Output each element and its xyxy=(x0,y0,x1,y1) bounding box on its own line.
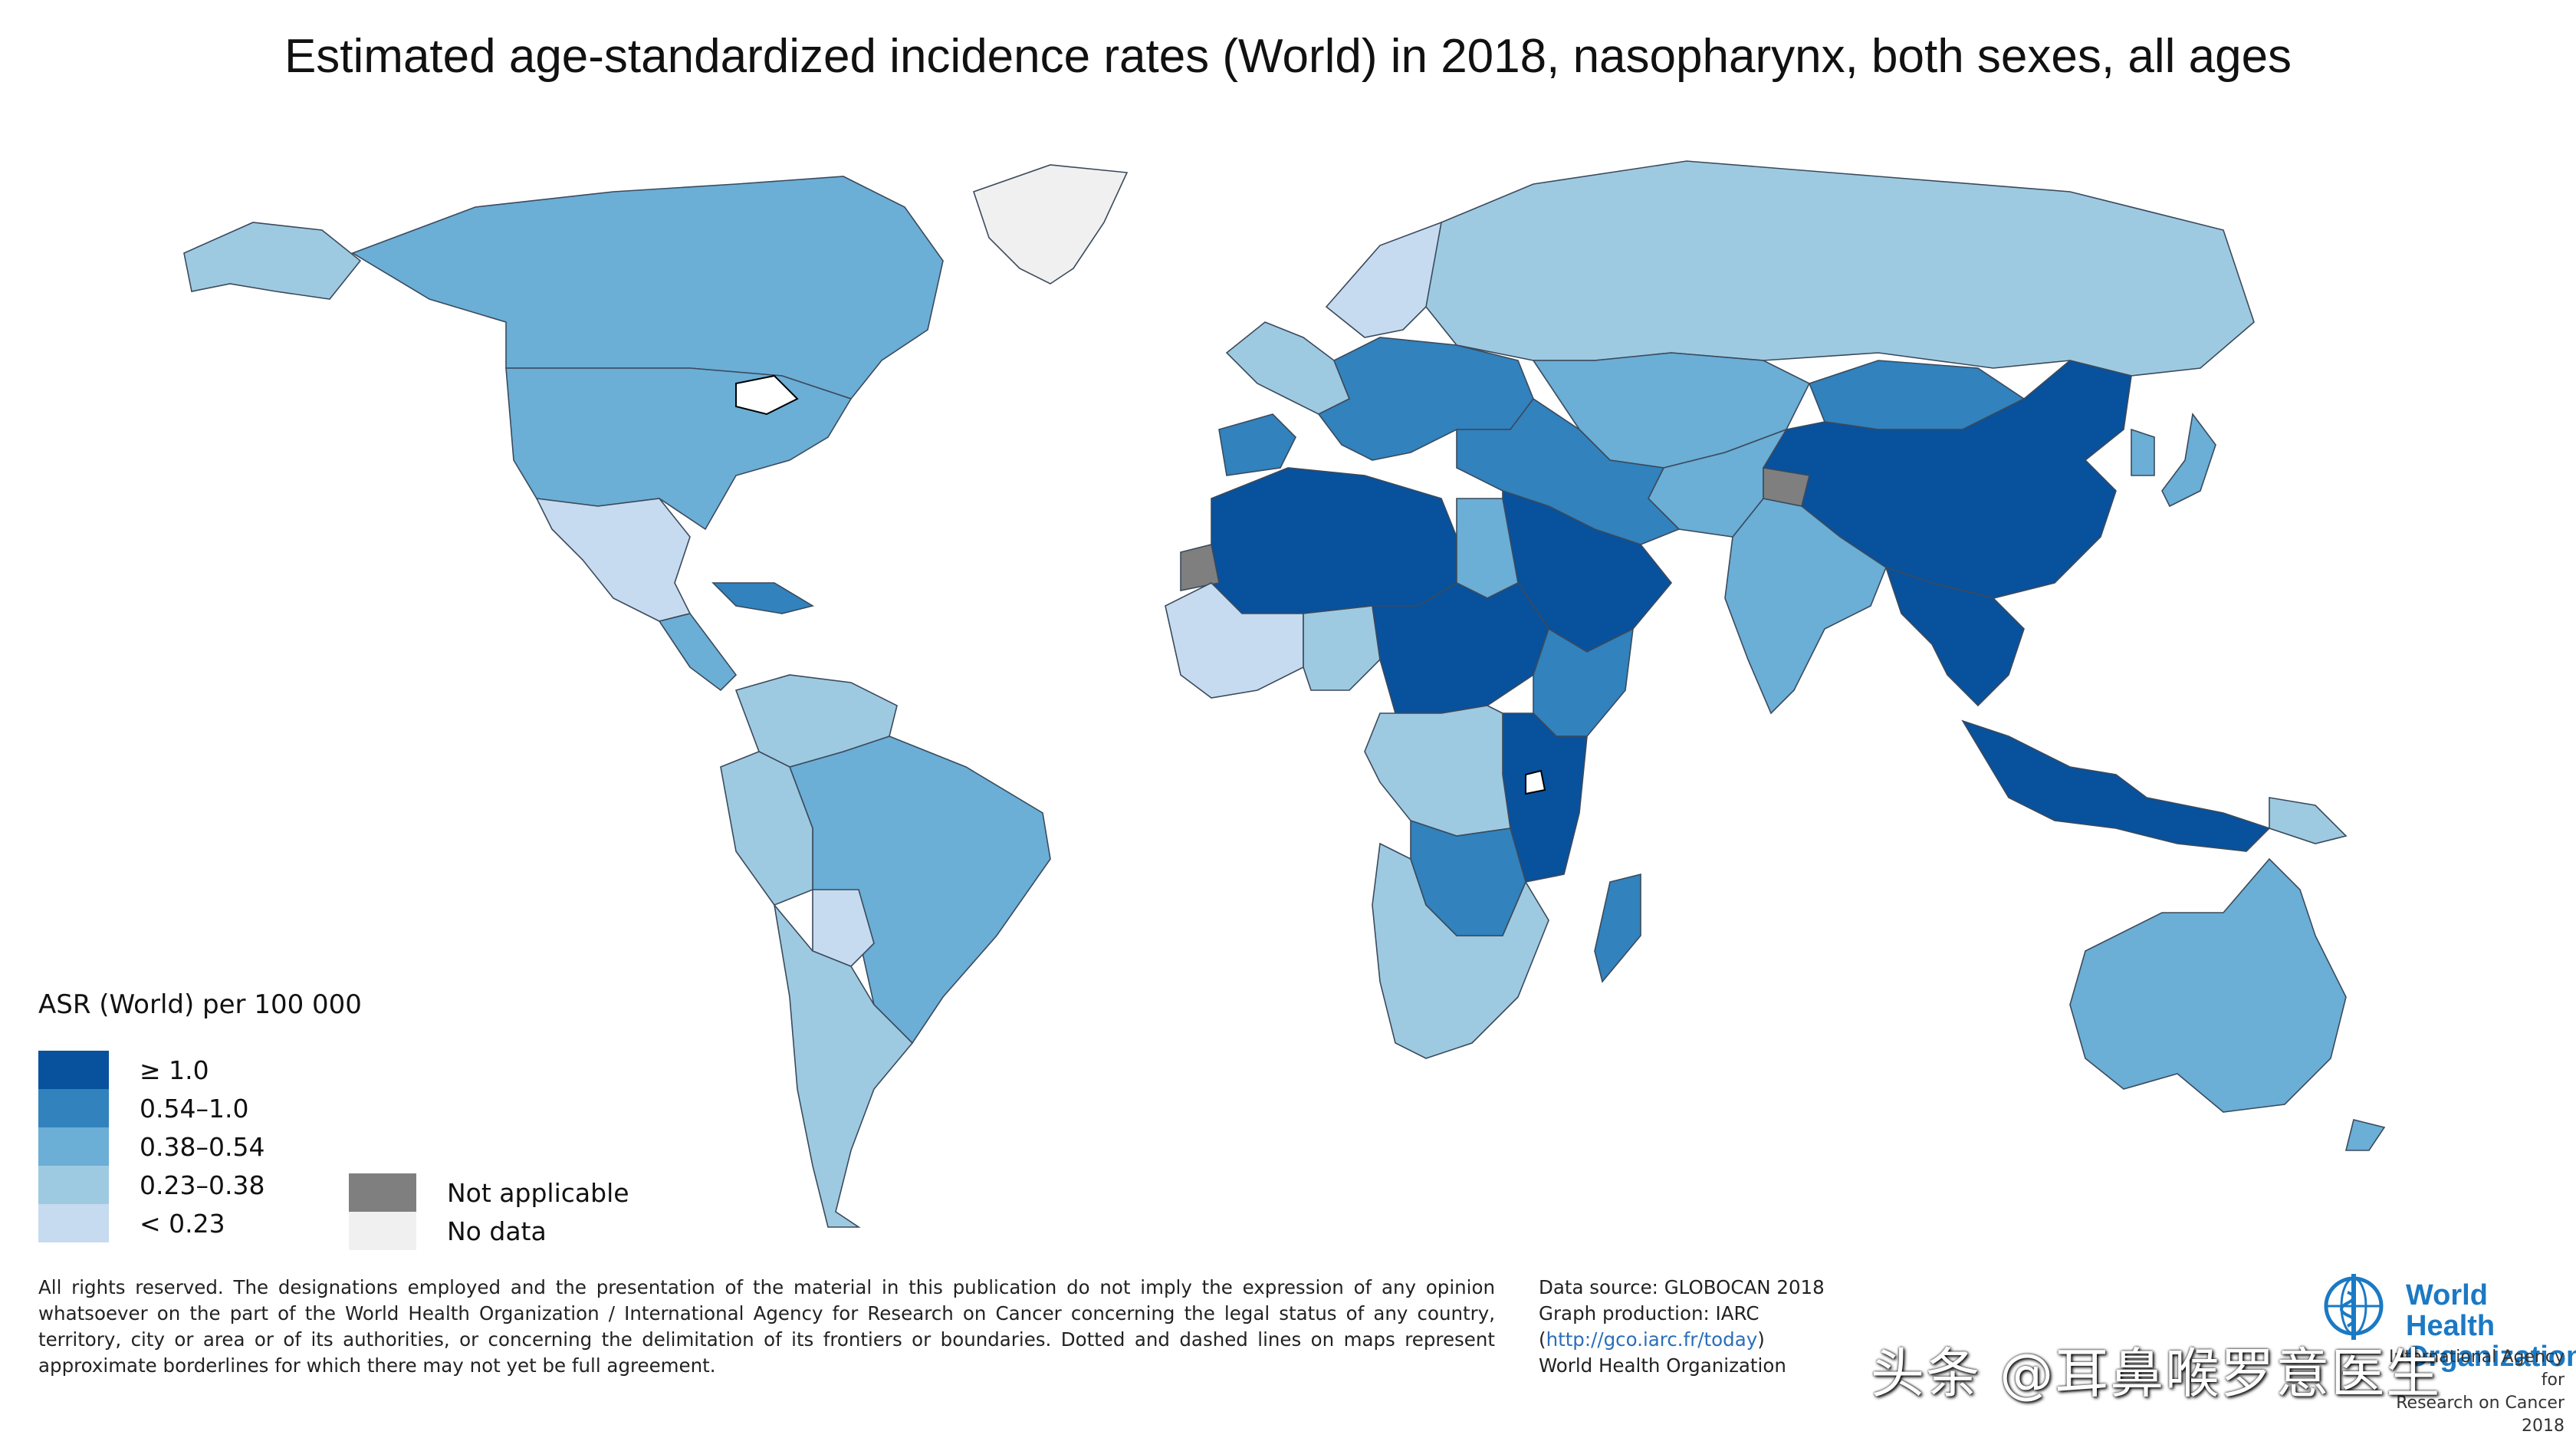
country-region: Central America xyxy=(658,613,738,692)
lake-shape xyxy=(1525,769,1546,795)
country-region: Australia xyxy=(2069,857,2347,1113)
legend-class: 0.54–1.0 xyxy=(38,1089,362,1127)
country-region: Iberia xyxy=(1218,413,1296,476)
legend-class: 0.38–0.54 xyxy=(38,1127,362,1166)
legend-swatch xyxy=(38,1204,109,1242)
country-region: Papua New Guinea xyxy=(2269,797,2348,844)
country-region: South East Asia xyxy=(1884,566,2025,707)
country-region: Caribbean xyxy=(711,582,815,614)
country-region: New Zealand xyxy=(2344,1119,2386,1151)
country-region: Western Sahara xyxy=(1180,544,1220,591)
data-source-block: Data source: GLOBOCAN 2018 Graph product… xyxy=(1539,1275,1825,1379)
source-link-line: (http://gco.iarc.fr/today) xyxy=(1539,1328,1765,1351)
legend-label: 0.38–0.54 xyxy=(140,1132,265,1162)
legend-label: ≥ 1.0 xyxy=(140,1055,209,1085)
legend-label: Not applicable xyxy=(447,1178,629,1208)
source-link[interactable]: http://gco.iarc.fr/today xyxy=(1546,1328,1758,1351)
legend-swatch xyxy=(349,1212,416,1250)
lake-shape xyxy=(735,374,799,416)
legend-swatch xyxy=(349,1173,416,1212)
legend-swatch xyxy=(38,1166,109,1204)
country-region: Kashmir xyxy=(1763,467,1810,507)
legend-label: 0.23–0.38 xyxy=(140,1170,265,1200)
data-source-line: Data source: GLOBOCAN 2018 xyxy=(1539,1276,1825,1298)
country-region: Korea xyxy=(2131,428,2155,476)
organization-line: World Health Organization xyxy=(1539,1354,1786,1377)
country-region: Greenland xyxy=(972,164,1129,285)
disclaimer-text: All rights reserved. The designations em… xyxy=(38,1276,1495,1377)
country-region: Russia xyxy=(1425,160,2255,377)
country-region: Canada xyxy=(351,176,944,400)
country-region: Peru / Ecuador xyxy=(720,751,813,906)
legend-label: 0.54–1.0 xyxy=(140,1094,249,1124)
legend-class: 0.23–0.38 xyxy=(38,1166,362,1204)
country-region: Argentina / Chile xyxy=(773,903,914,1228)
country-region: Zambia / Malawi xyxy=(1410,819,1526,936)
graph-production-line: Graph production: IARC xyxy=(1539,1302,1760,1324)
country-region: Mexico xyxy=(535,498,692,622)
legend-title: ASR (World) per 100 000 xyxy=(38,989,362,1020)
country-region: North Africa xyxy=(1211,467,1457,614)
iarc-credit: International Agency for Research on Can… xyxy=(2388,1348,2564,1436)
legend-class: < 0.23 xyxy=(38,1204,362,1242)
world-choropleth-map: CanadaUnited StatesAlaskaGreenlandMexico… xyxy=(183,160,2386,1228)
country-region: Alaska xyxy=(183,222,362,300)
country-region: Indonesia / Malaysia xyxy=(1961,719,2271,852)
country-region: Japan xyxy=(2161,413,2216,508)
country-region: Nigeria xyxy=(1303,605,1381,691)
who-logo-block: World Health Organization International … xyxy=(2308,1269,2576,1436)
watermark-text: 头条 @耳鼻喉罗意医生 xyxy=(1871,1342,2442,1405)
legend-classes: ≥ 1.0 0.54–1.0 0.38–0.54 0.23–0.38 < 0.23 xyxy=(38,1051,362,1242)
legend-swatch xyxy=(38,1051,109,1089)
legend-swatch xyxy=(38,1127,109,1166)
map-title: Estimated age-standardized incidence rat… xyxy=(284,30,2292,83)
legend-label: < 0.23 xyxy=(140,1209,225,1239)
legend: ASR (World) per 100 000 ≥ 1.0 0.54–1.0 0.3… xyxy=(38,989,362,1242)
country-region: Western Europe xyxy=(1225,321,1351,415)
country-region: Madagascar xyxy=(1594,873,1641,983)
country-region: Congo basin xyxy=(1364,705,1511,837)
legend-class: ≥ 1.0 xyxy=(38,1051,362,1089)
who-name: World Health Organization xyxy=(2406,1279,2576,1373)
country-region: Bolivia xyxy=(812,889,875,967)
legend-swatch xyxy=(38,1089,109,1127)
legend-label: No data xyxy=(447,1216,547,1246)
who-emblem-icon xyxy=(2324,1274,2384,1340)
